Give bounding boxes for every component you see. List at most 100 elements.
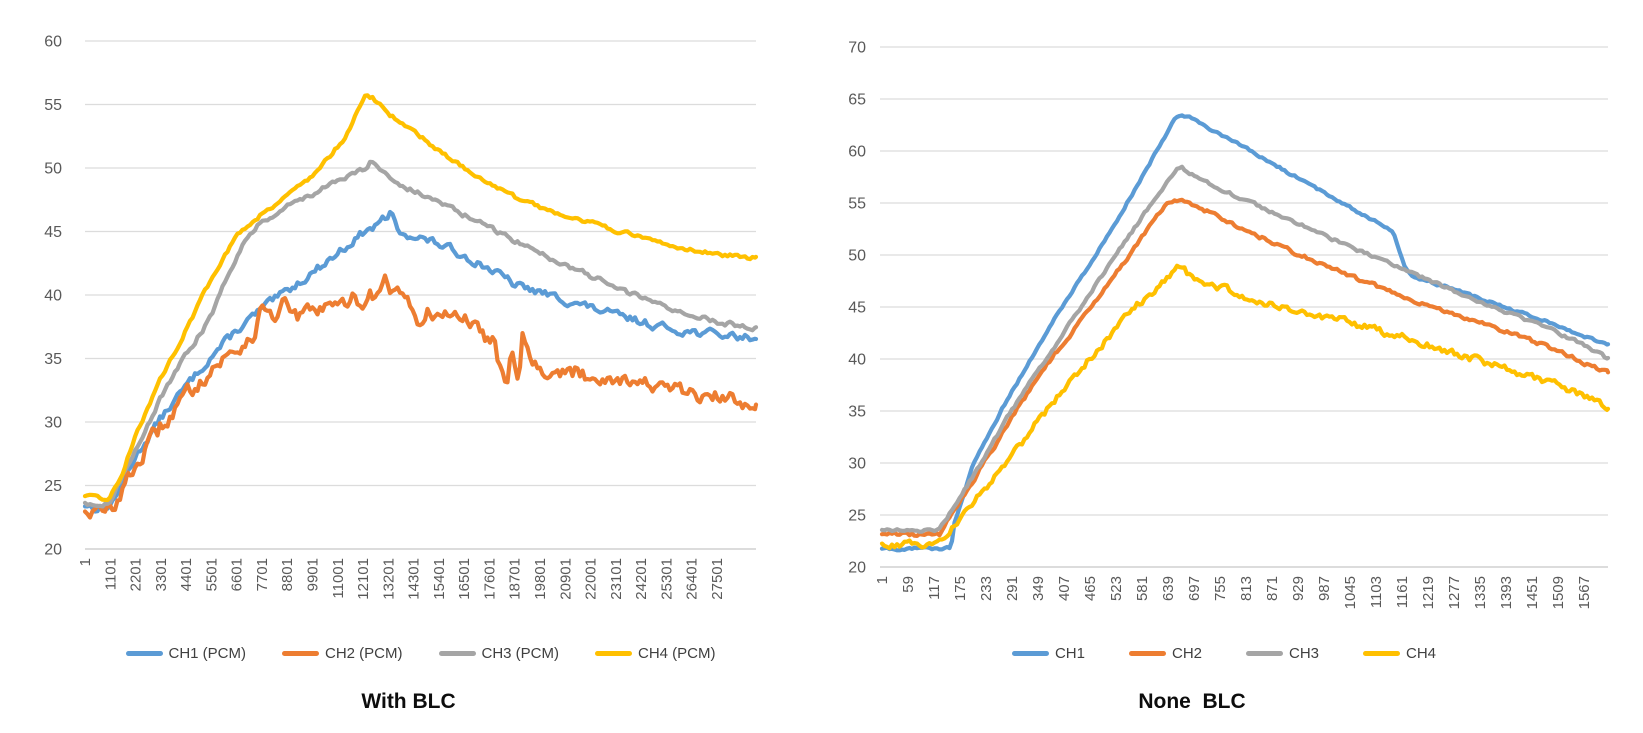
series-line-ch3-pcm bbox=[82, 159, 759, 509]
legend-line-swatch bbox=[1246, 651, 1283, 656]
x-tick-label: 175 bbox=[952, 576, 969, 601]
legend-line-swatch bbox=[282, 651, 319, 656]
x-tick-label: 12101 bbox=[355, 558, 372, 600]
legend-label: CH3 (PCM) bbox=[481, 645, 560, 662]
y-tick-label: 30 bbox=[848, 455, 866, 472]
x-tick-label: 17601 bbox=[481, 558, 498, 600]
legend-label: CH4 bbox=[1406, 645, 1437, 662]
x-tick-label: 7701 bbox=[254, 558, 271, 591]
y-tick-label: 50 bbox=[44, 160, 62, 177]
x-tick-label: 1045 bbox=[1342, 576, 1359, 609]
x-tick-label: 291 bbox=[1004, 576, 1021, 601]
x-tick-label: 233 bbox=[978, 576, 995, 601]
y-tick-label: 40 bbox=[44, 287, 62, 304]
y-tick-label: 60 bbox=[44, 33, 62, 50]
x-tick-label: 25301 bbox=[658, 558, 675, 600]
x-tick-label: 4401 bbox=[178, 558, 195, 591]
x-tick-label: 27501 bbox=[709, 558, 726, 600]
x-tick-label: 20901 bbox=[557, 558, 574, 600]
x-tick-label: 523 bbox=[1108, 576, 1125, 601]
legend-item-ch1: CH1 bbox=[1011, 645, 1085, 662]
legend-item-ch2: CH2 bbox=[1128, 645, 1202, 662]
x-axis-tick-labels: 1 59 117 175 233 291 349 407 465 523 581 639 697 755 8… bbox=[874, 576, 1593, 609]
x-tick-label: 2201 bbox=[128, 558, 145, 591]
x-tick-label: 1567 bbox=[1576, 576, 1593, 609]
legend-item-ch4: CH4 bbox=[1363, 645, 1436, 662]
x-tick-label: 929 bbox=[1290, 576, 1307, 601]
legend-item-ch4-pcm: CH4 (PCM) bbox=[595, 645, 716, 662]
chart-title-none-blc: None BLC bbox=[1138, 690, 1246, 713]
x-tick-label: 349 bbox=[1030, 576, 1047, 601]
x-tick-label: 16501 bbox=[456, 558, 473, 600]
y-tick-label: 45 bbox=[44, 224, 62, 241]
y-tick-label: 35 bbox=[848, 403, 866, 420]
x-tick-label: 18701 bbox=[507, 558, 524, 600]
x-tick-label: 1103 bbox=[1368, 576, 1385, 608]
legend-label: CH2 (PCM) bbox=[325, 645, 403, 662]
x-tick-label: 3301 bbox=[153, 558, 170, 591]
x-tick-label: 6601 bbox=[229, 558, 246, 591]
y-tick-label: 55 bbox=[44, 97, 62, 114]
series-line-ch1-pcm bbox=[82, 209, 759, 514]
series-line-ch2 bbox=[879, 197, 1611, 538]
y-tick-label: 60 bbox=[848, 143, 866, 160]
legend-item-ch3-pcm: CH3 (PCM) bbox=[438, 645, 560, 662]
y-tick-label: 50 bbox=[848, 247, 866, 264]
x-tick-label: 871 bbox=[1264, 576, 1281, 601]
x-tick-label: 1161 bbox=[1394, 576, 1411, 608]
x-tick-label: 639 bbox=[1160, 576, 1177, 601]
legend-label: CH1 bbox=[1054, 645, 1085, 662]
y-tick-label: 70 bbox=[848, 39, 866, 56]
x-tick-label: 755 bbox=[1212, 576, 1229, 601]
x-tick-label: 24201 bbox=[633, 558, 650, 600]
y-tick-label: 25 bbox=[848, 507, 866, 524]
legend-label: CH4 (PCM) bbox=[638, 645, 716, 662]
x-tick-label: 59 bbox=[900, 576, 917, 593]
y-tick-label: 30 bbox=[44, 414, 62, 431]
y-tick-label: 55 bbox=[848, 195, 866, 212]
x-axis-tick-labels: 1 1101 2201 3301 4401 5501 6601 7701 8801 9901 110… bbox=[77, 558, 726, 600]
x-tick-label: 19801 bbox=[532, 558, 549, 600]
x-tick-label: 813 bbox=[1238, 576, 1255, 601]
series-line-ch3 bbox=[879, 164, 1611, 534]
y-tick-label: 65 bbox=[848, 91, 866, 108]
legend-line-swatch bbox=[1011, 651, 1049, 656]
x-tick-label: 15401 bbox=[431, 558, 448, 600]
x-tick-label: 9901 bbox=[305, 558, 322, 591]
y-axis-tick-labels: 70 65 60 55 50 45 40 35 30 25 20 bbox=[848, 39, 866, 576]
x-tick-label: 11001 bbox=[330, 558, 347, 599]
legend-item-ch1-pcm: CH1 (PCM) bbox=[125, 645, 246, 662]
x-tick-label: 117 bbox=[926, 576, 943, 600]
legend-line-swatch bbox=[125, 651, 163, 656]
plot-area-with-blc: 60 55 50 45 40 35 30 25 20 1 1101 2201 3301 4401 5501 6… bbox=[44, 33, 759, 600]
x-tick-label: 1 bbox=[77, 558, 94, 566]
chart-none-blc: 70 65 60 55 50 45 40 35 30 25 20 1 59 117 175 233 291 349… bbox=[790, 0, 1643, 733]
series-line-ch2-pcm bbox=[82, 273, 759, 520]
y-tick-label: 20 bbox=[848, 559, 866, 576]
x-tick-label: 581 bbox=[1134, 576, 1151, 601]
x-tick-label: 8801 bbox=[279, 558, 296, 591]
x-tick-label: 26401 bbox=[684, 558, 701, 600]
x-tick-label: 465 bbox=[1082, 576, 1099, 601]
x-tick-label: 1101 bbox=[102, 558, 119, 590]
series-line-ch4 bbox=[879, 263, 1611, 551]
legend-line-swatch bbox=[1363, 651, 1401, 656]
x-tick-label: 697 bbox=[1186, 576, 1203, 601]
legend-line-swatch bbox=[438, 651, 476, 656]
x-tick-label: 5501 bbox=[203, 558, 220, 591]
y-tick-label: 40 bbox=[848, 351, 866, 368]
x-tick-label: 23101 bbox=[608, 558, 625, 600]
legend-item-ch2-pcm: CH2 (PCM) bbox=[282, 645, 403, 662]
x-tick-label: 1509 bbox=[1550, 576, 1567, 609]
legend-label: CH3 bbox=[1289, 645, 1320, 662]
y-tick-label: 20 bbox=[44, 541, 62, 558]
x-tick-label: 13201 bbox=[380, 558, 397, 600]
x-tick-label: 407 bbox=[1056, 576, 1073, 601]
x-tick-label: 1 bbox=[874, 576, 891, 584]
chart-title-with-blc: With BLC bbox=[361, 690, 456, 713]
chart-with-blc: 60 55 50 45 40 35 30 25 20 1 1101 2201 3301 4401 5501 6… bbox=[0, 0, 790, 733]
legend-with-blc: CH1 (PCM) CH2 (PCM) CH3 (PCM) CH4 (PCM) bbox=[85, 645, 756, 662]
x-tick-label: 987 bbox=[1316, 576, 1333, 601]
x-tick-label: 1277 bbox=[1446, 576, 1463, 609]
